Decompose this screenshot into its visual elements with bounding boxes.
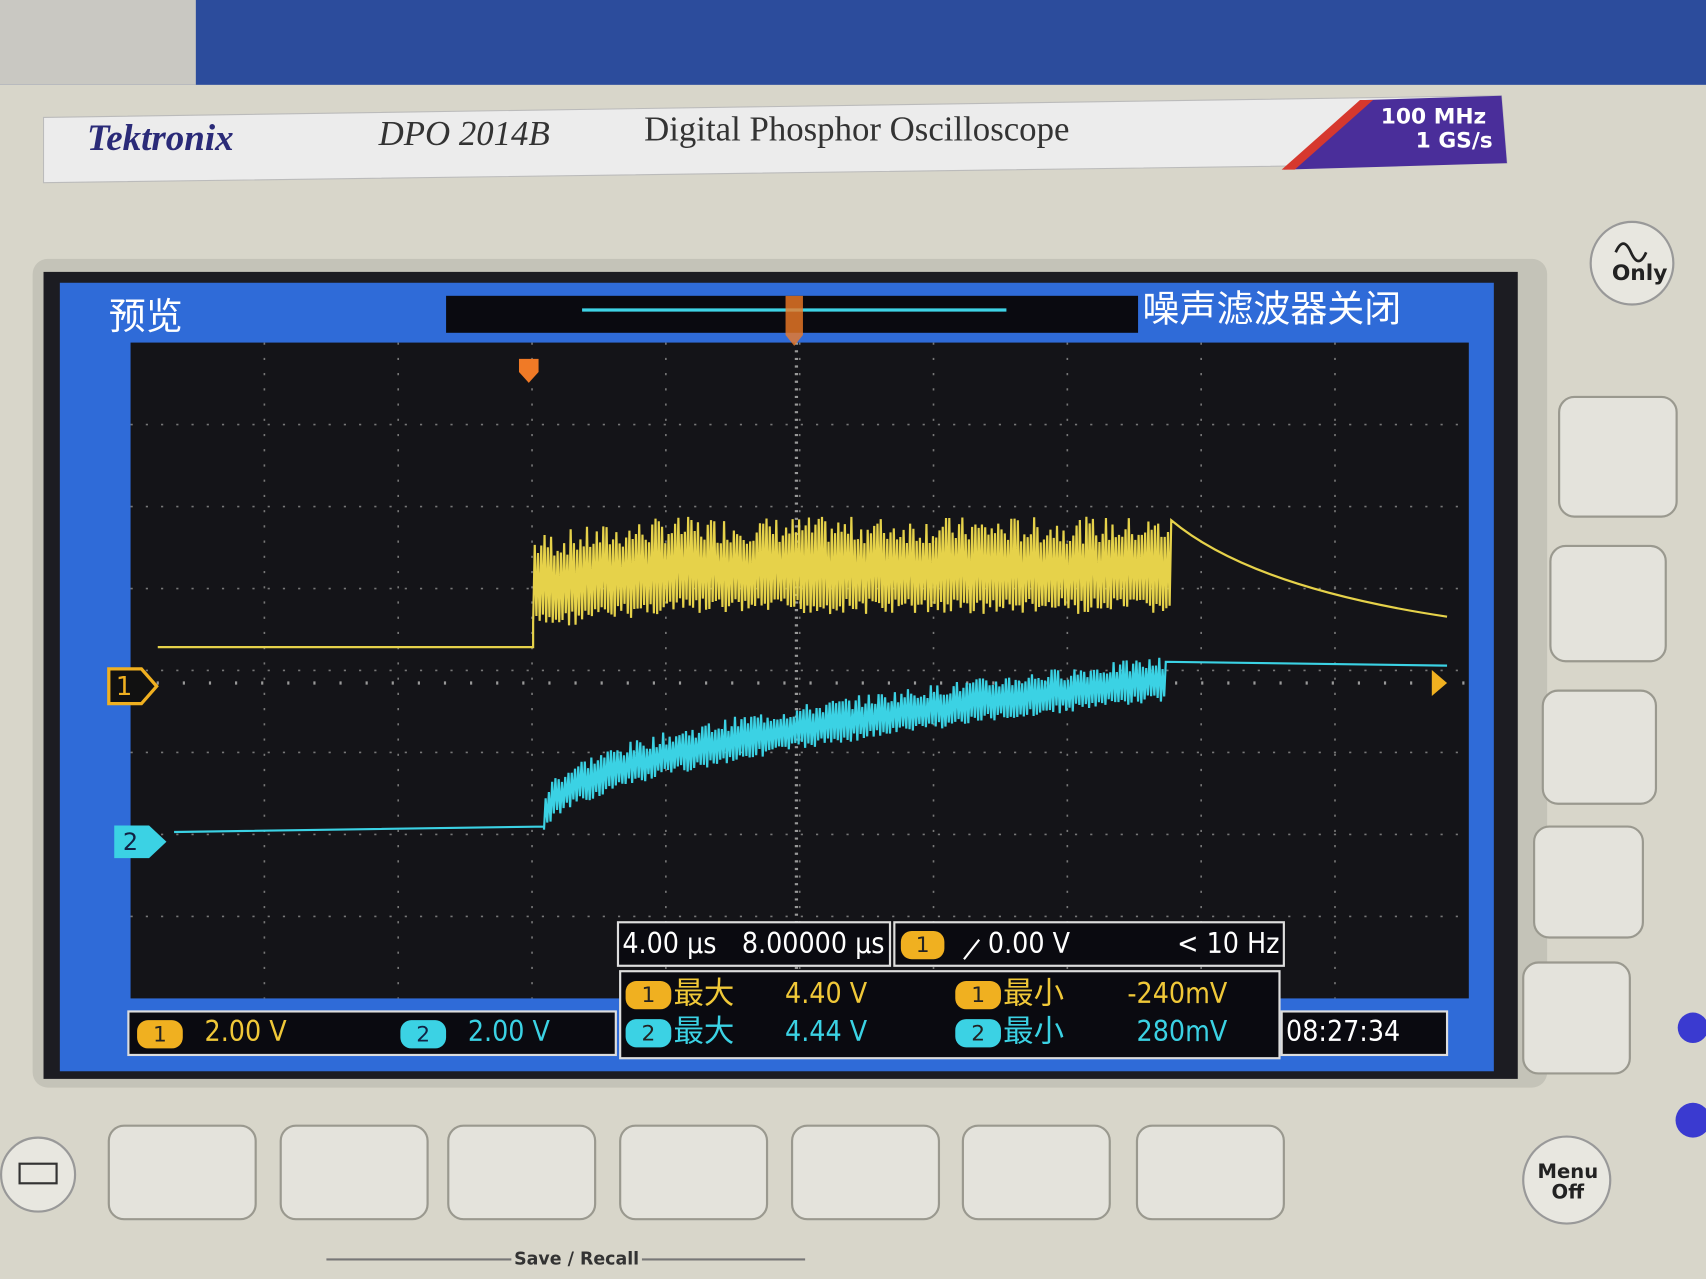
print-icon — [18, 1162, 58, 1185]
trigger-slope-icon — [963, 939, 981, 960]
graticule — [130, 342, 1469, 999]
bezel-button[interactable] — [790, 1124, 941, 1221]
side-button[interactable] — [1541, 689, 1658, 805]
expansion-marker — [785, 295, 803, 346]
bezel-button[interactable] — [1135, 1124, 1285, 1221]
measurements: 1 最大 4.40 V 1 最小 -240mV 2 最大 4.44 V 2 最小 280mV — [625, 977, 1228, 1050]
side-button[interactable] — [1533, 825, 1644, 939]
measurement-channel: 1 — [971, 983, 985, 1008]
measurement-channel: 2 — [971, 1021, 985, 1046]
ch2-scale-badge-label: 2 — [416, 1022, 430, 1047]
model: DPO 2014B — [378, 114, 550, 153]
mode: 预览 — [109, 295, 183, 338]
ch1-scale: 2.00 V — [205, 1015, 288, 1048]
side-button[interactable] — [1549, 544, 1667, 663]
side-button[interactable] — [1558, 395, 1678, 518]
ch2-scale: 2.00 V — [468, 1015, 551, 1048]
bezel-button[interactable] — [447, 1124, 597, 1221]
channel-2-trace — [174, 657, 1448, 834]
sample-rate: 1 GS/s — [1416, 128, 1493, 153]
ch1-scale-badge — [137, 1020, 183, 1049]
header-stripe — [1281, 100, 1374, 170]
save-recall-label: Save / Recall — [514, 1249, 639, 1269]
knob[interactable] — [1677, 1012, 1706, 1043]
bezel-button[interactable] — [961, 1124, 1111, 1221]
only-label: Only — [1612, 261, 1668, 286]
bottom-buttons — [107, 1124, 1285, 1221]
measurement-value: 4.40 V — [785, 977, 868, 1010]
measurement-channel: 2 — [642, 1021, 656, 1046]
measurement-badge — [625, 1019, 672, 1048]
description: Digital Phosphor Oscilloscope — [644, 110, 1069, 149]
side-buttons — [1522, 395, 1678, 1075]
trigger-level: 0.00 V — [988, 927, 1071, 960]
wall — [0, 0, 1706, 85]
only-icon — [1614, 242, 1648, 263]
menu-off-button[interactable] — [1522, 1135, 1612, 1225]
measurement-name: 最小 — [1003, 977, 1064, 1012]
measurement-badge — [955, 981, 1001, 1010]
measurement-name: 最小 — [1003, 1015, 1064, 1050]
bezel-button[interactable] — [279, 1124, 429, 1221]
clock: 08:27:34 — [1286, 1015, 1400, 1048]
measurement-value: 280mV — [1137, 1015, 1228, 1048]
ch1-scale-badge-label: 1 — [153, 1022, 167, 1047]
measurement-name: 最大 — [673, 1015, 734, 1050]
timebase-box — [616, 921, 892, 967]
measurement-badge — [625, 981, 672, 1010]
ch2-marker — [114, 825, 167, 859]
timebase: 4.00 µs — [622, 927, 716, 960]
trigger-frequency: < 10 Hz — [1177, 927, 1279, 960]
measurement-channel: 1 — [642, 983, 656, 1008]
trigger-level-marker — [1431, 669, 1448, 697]
print-button[interactable] — [0, 1136, 77, 1213]
measurement-value: 4.44 V — [785, 1015, 868, 1048]
bandwidth: 100 MHz — [1381, 104, 1487, 129]
header-badge — [1283, 95, 1507, 170]
bezel-button[interactable] — [619, 1124, 769, 1221]
channel-1-trace — [157, 516, 1448, 649]
ch1-marker-label: 1 — [116, 672, 133, 702]
measurement-box — [619, 970, 1281, 1060]
clock-box — [1280, 1010, 1449, 1057]
brand: Tektronix — [87, 117, 234, 158]
bezel-button[interactable] — [107, 1124, 257, 1221]
noise-filter: 噪声滤波器关闭 — [1142, 288, 1401, 331]
trigger-position-marker — [518, 358, 539, 383]
trigger-channel-badge — [900, 930, 945, 960]
menu-label: Menu — [1537, 1160, 1598, 1183]
ch2-marker-label: 2 — [123, 828, 138, 856]
ch2-scale-badge — [400, 1020, 447, 1049]
off-label: Off — [1552, 1181, 1586, 1204]
knob[interactable] — [1675, 1102, 1706, 1138]
trigger-channel: 1 — [916, 933, 930, 958]
ch1-marker — [107, 667, 159, 706]
wall-left — [0, 0, 196, 85]
measurement-name: 最大 — [673, 977, 734, 1012]
only-button[interactable] — [1589, 220, 1675, 306]
trigger-box — [893, 921, 1285, 967]
plot-area — [130, 342, 1469, 999]
side-button[interactable] — [1522, 961, 1631, 1075]
channel-scale-box — [127, 1010, 617, 1057]
measurement-badge — [955, 1019, 1001, 1048]
position: 8.00000 µs — [742, 927, 885, 960]
measurement-value: -240mV — [1127, 977, 1227, 1010]
